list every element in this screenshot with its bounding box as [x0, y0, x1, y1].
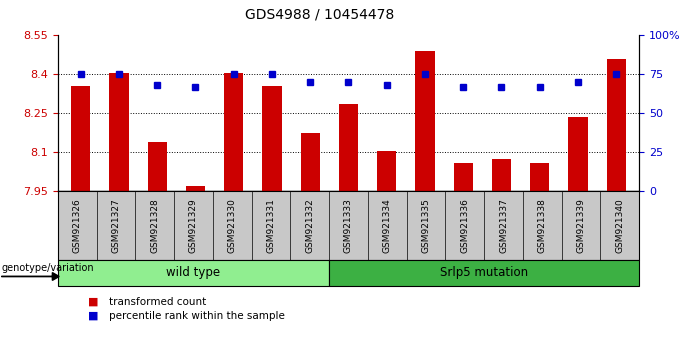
Text: GSM921331: GSM921331	[267, 198, 275, 253]
Bar	[568, 117, 588, 191]
Text: percentile rank within the sample: percentile rank within the sample	[109, 311, 285, 321]
Text: GSM921329: GSM921329	[189, 198, 198, 253]
Bar	[301, 133, 320, 191]
Bar	[262, 86, 282, 191]
Text: GSM921340: GSM921340	[615, 198, 624, 253]
Bar	[492, 159, 511, 191]
Bar	[339, 104, 358, 191]
Text: genotype/variation: genotype/variation	[1, 263, 94, 273]
Text: GSM921336: GSM921336	[460, 198, 469, 253]
Bar	[71, 86, 90, 191]
Text: transformed count: transformed count	[109, 297, 206, 307]
Text: GSM921333: GSM921333	[344, 198, 353, 253]
Bar	[377, 151, 396, 191]
Bar	[454, 162, 473, 191]
Text: GDS4988 / 10454478: GDS4988 / 10454478	[245, 7, 394, 21]
Bar	[148, 142, 167, 191]
Bar	[186, 187, 205, 191]
Bar	[109, 73, 129, 191]
Text: Srlp5 mutation: Srlp5 mutation	[440, 267, 528, 279]
Text: GSM921334: GSM921334	[383, 198, 392, 253]
Text: wild type: wild type	[167, 267, 220, 279]
Text: GSM921335: GSM921335	[422, 198, 430, 253]
Text: ■: ■	[88, 311, 99, 321]
Bar	[415, 51, 435, 191]
Text: GSM921332: GSM921332	[305, 198, 314, 253]
Text: GSM921337: GSM921337	[499, 198, 508, 253]
Bar	[607, 59, 626, 191]
Bar	[530, 162, 549, 191]
Text: GSM921327: GSM921327	[112, 198, 120, 253]
Text: GSM921330: GSM921330	[228, 198, 237, 253]
Text: GSM921338: GSM921338	[538, 198, 547, 253]
Text: GSM921326: GSM921326	[73, 198, 82, 253]
Bar	[224, 73, 243, 191]
Text: GSM921339: GSM921339	[577, 198, 585, 253]
Text: ■: ■	[88, 297, 99, 307]
Text: GSM921328: GSM921328	[150, 198, 159, 253]
